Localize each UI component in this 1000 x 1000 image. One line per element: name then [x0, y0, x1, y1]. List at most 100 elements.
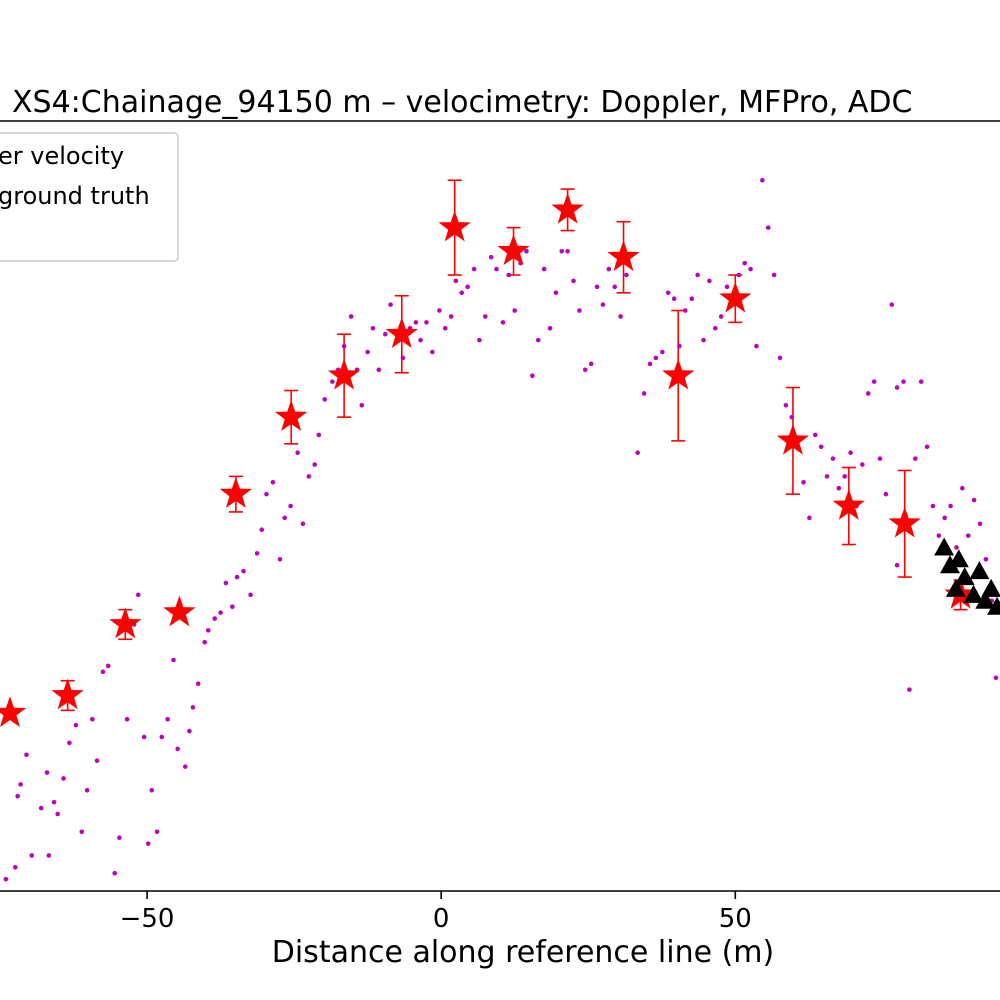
- velocity-point: [500, 320, 506, 325]
- velocity-point: [388, 302, 393, 307]
- velocity-point: [79, 829, 85, 835]
- velocity-point: [754, 343, 759, 349]
- velocity-point: [24, 752, 29, 758]
- velocity-point: [701, 337, 706, 343]
- velocity-point: [647, 361, 653, 367]
- velocity-point: [871, 379, 877, 384]
- velocity-point: [359, 403, 365, 408]
- velocity-point: [51, 799, 57, 805]
- velocity-point: [954, 545, 959, 550]
- velocity-point: [960, 485, 965, 491]
- x-axis-label: Distance along reference line (m): [272, 935, 774, 970]
- velocity-point: [877, 456, 883, 461]
- velocity-point: [171, 657, 176, 663]
- errorbar-layer: [60, 179, 968, 712]
- velocity-point: [571, 278, 576, 284]
- star-point: [109, 607, 142, 639]
- velocity-point: [689, 296, 695, 301]
- velocity-point: [145, 841, 151, 846]
- velocity-point: [736, 272, 742, 278]
- velocity-point: [760, 177, 765, 183]
- velocity-point: [465, 284, 470, 290]
- velocity-point: [382, 331, 388, 337]
- velocity-point: [413, 320, 419, 325]
- velocity-point: [748, 266, 753, 272]
- velocity-point: [55, 811, 60, 817]
- velocity-point: [824, 474, 830, 479]
- star-point: [385, 317, 418, 348]
- chart-title: XS4:Chainage_94150 m – velocimetry: Dopp…: [12, 85, 912, 120]
- velocity-point: [471, 266, 477, 272]
- velocity-point: [618, 314, 623, 319]
- velocity-point: [606, 266, 612, 272]
- velocity-point: [588, 361, 594, 367]
- velocity-point: [105, 663, 111, 669]
- velocity-point: [175, 746, 180, 752]
- velocity-point: [641, 391, 647, 396]
- velocity-point: [424, 320, 429, 325]
- velocity-point: [789, 414, 795, 420]
- velocity-point: [901, 379, 906, 384]
- velocity-point: [46, 853, 52, 858]
- velocity-point: [512, 308, 518, 313]
- velocity-point: [90, 716, 95, 722]
- star-layer: [0, 192, 977, 728]
- velocity-point: [665, 290, 671, 296]
- velocity-point: [330, 379, 335, 384]
- velocity-point: [948, 503, 953, 509]
- velocity-point: [830, 456, 836, 461]
- velocity-point: [742, 260, 748, 266]
- velocity-point: [117, 835, 122, 840]
- velocity-point: [695, 272, 700, 278]
- velocity-point: [230, 604, 235, 609]
- velocity-point: [38, 805, 44, 811]
- velocity-point: [553, 290, 559, 296]
- star-point: [219, 477, 253, 508]
- velocity-point: [277, 557, 283, 562]
- velocity-point: [912, 456, 918, 461]
- velocity-point: [154, 829, 160, 835]
- velocity-point: [248, 592, 253, 598]
- x-tick-label: 0: [433, 904, 450, 934]
- velocity-point: [195, 681, 201, 686]
- velocity-point: [530, 373, 535, 378]
- velocity-point: [282, 515, 288, 521]
- star-point: [163, 595, 196, 627]
- velocity-point: [376, 367, 382, 373]
- velocity-point: [442, 326, 448, 331]
- velocity-point: [264, 491, 269, 497]
- velocity-point: [306, 474, 312, 479]
- star-point: [551, 192, 584, 224]
- velocity-point: [112, 870, 118, 876]
- ground-truth-point: [969, 561, 990, 580]
- x-axis-ticks: −50 0 50: [120, 891, 752, 934]
- ground-truth-point: [945, 578, 966, 597]
- velocity-point: [3, 876, 9, 882]
- velocity-point: [524, 249, 529, 254]
- velocity-point: [818, 444, 824, 450]
- star-point: [327, 358, 361, 390]
- velocity-point: [288, 503, 293, 509]
- star-point: [275, 400, 308, 431]
- velocity-point: [135, 592, 141, 598]
- velocity-point: [124, 716, 130, 722]
- velocity-point: [582, 367, 588, 373]
- velocity-point: [202, 639, 208, 645]
- velocity-point: [182, 764, 188, 769]
- velocity-point: [600, 302, 606, 307]
- velocity-point: [771, 272, 777, 278]
- velocity-point: [270, 480, 276, 485]
- velocity-point: [15, 793, 20, 799]
- ground-truth-point: [948, 549, 969, 568]
- velocity-point: [801, 480, 806, 485]
- velocity-point: [983, 557, 989, 562]
- velocity-point: [848, 450, 853, 455]
- velocity-point: [12, 865, 18, 870]
- velocity-point: [453, 278, 459, 284]
- velocity-point: [348, 314, 354, 319]
- velocity-point: [889, 302, 895, 307]
- velocity-point: [765, 225, 771, 230]
- velocity-point: [29, 853, 35, 858]
- velocity-point: [165, 716, 170, 722]
